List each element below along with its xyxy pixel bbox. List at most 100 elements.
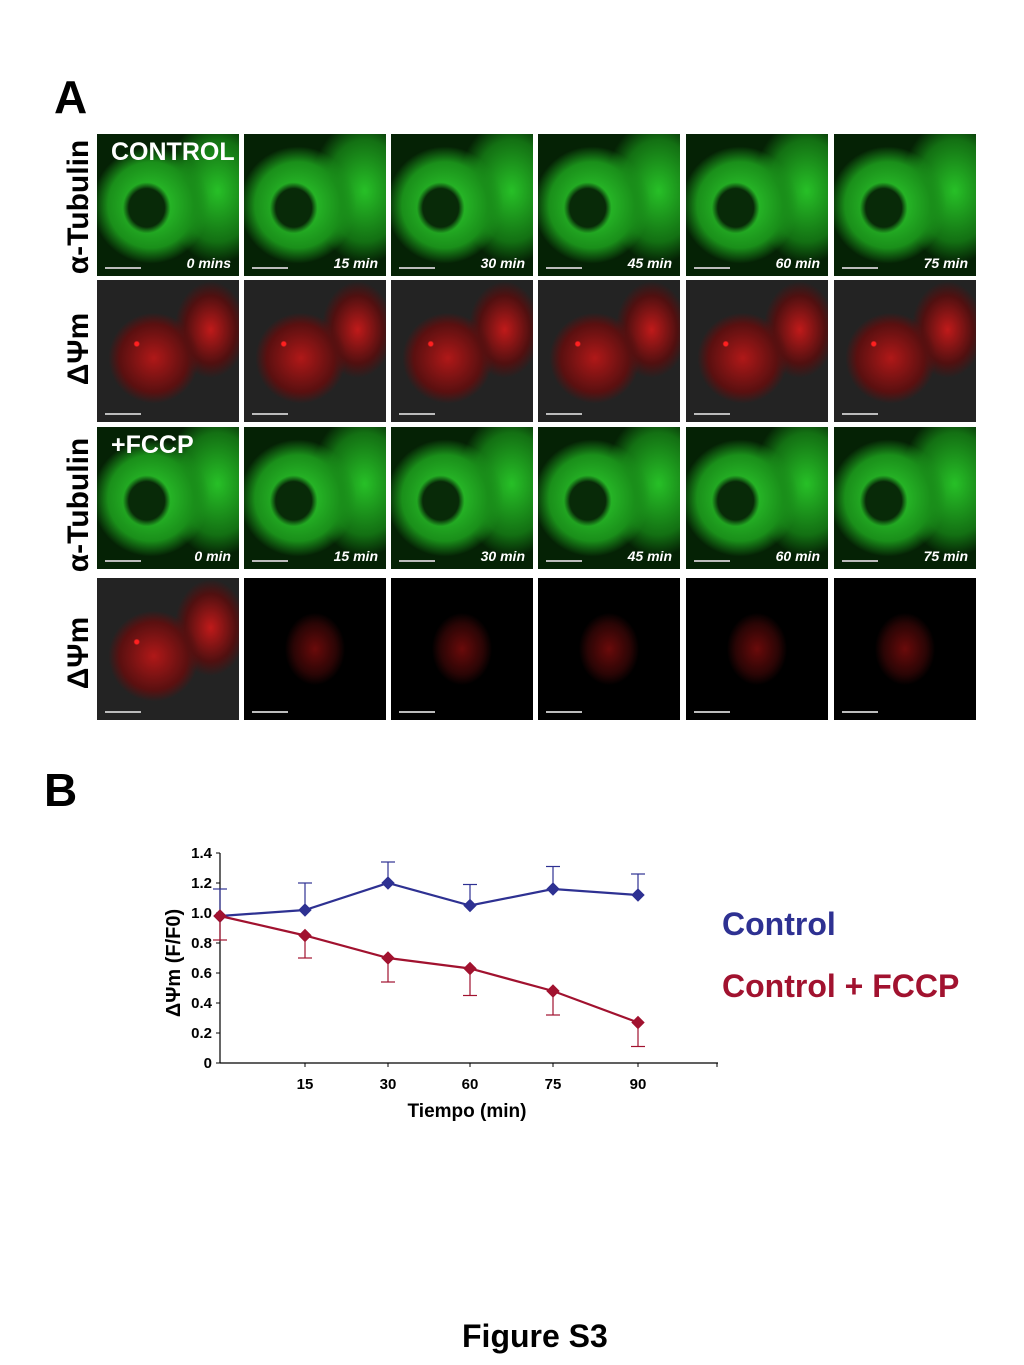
scale-bar — [694, 711, 730, 713]
scale-bar — [105, 711, 141, 713]
data-point — [546, 882, 560, 896]
micrograph-fccp-tubulin-2: 30 min — [391, 427, 533, 569]
row-label-dpsi-control: ΔΨm — [62, 312, 95, 386]
membrane-potential-chart: 0 0.2 0.4 0.6 0.8 1.0 1.2 1.4 15 30 60 75 90 Tiempo (… — [163, 845, 718, 1122]
data-point — [381, 951, 395, 965]
scale-bar — [546, 413, 582, 415]
row-label-tubulin-fccp: α-Tubulin — [62, 437, 95, 573]
panel-a-letter: A — [54, 71, 88, 123]
row-label-tubulin-control: α-Tubulin — [62, 139, 95, 275]
scale-bar — [694, 413, 730, 415]
micrograph-control-dpsi-3 — [538, 280, 680, 422]
panel-b-letter: B — [44, 764, 78, 816]
micrograph-fccp-tubulin-4: 60 min — [686, 427, 828, 569]
scale-bar — [252, 267, 288, 269]
y-tick-label: 0.2 — [191, 1025, 212, 1042]
data-point — [298, 903, 312, 917]
data-point — [213, 909, 227, 923]
scale-bar — [252, 560, 288, 562]
time-label: 0 mins — [186, 255, 231, 271]
micrograph-control-tubulin-3: 45 min — [538, 134, 680, 276]
y-tick-label: 0.8 — [191, 935, 212, 952]
condition-label: +FCCP — [111, 431, 194, 459]
micrograph-control-dpsi-0 — [97, 280, 239, 422]
micrograph-fccp-dpsi-5 — [834, 578, 976, 720]
time-label: 60 min — [775, 255, 820, 271]
row-label-dpsi-fccp: ΔΨm — [62, 616, 95, 690]
micrograph-control-tubulin-4: 60 min — [686, 134, 828, 276]
micrograph-control-dpsi-5 — [834, 280, 976, 422]
micrograph-fccp-tubulin-5: 75 min — [834, 427, 976, 569]
time-label: 45 min — [627, 548, 672, 564]
legend-control: Control — [722, 906, 836, 942]
micrograph-fccp-dpsi-3 — [538, 578, 680, 720]
scale-bar — [842, 413, 878, 415]
data-point — [381, 876, 395, 890]
y-tick-label: 0.4 — [191, 995, 213, 1012]
scale-bar — [842, 267, 878, 269]
time-label: 75 min — [923, 255, 968, 271]
micrograph-fccp-dpsi-0 — [97, 578, 239, 720]
y-tick-label: 1.4 — [191, 845, 213, 862]
micrograph-control-dpsi-2 — [391, 280, 533, 422]
micrograph-control-tubulin-0: 0 mins CONTROL — [97, 134, 239, 276]
condition-label: CONTROL — [111, 138, 235, 166]
micrograph-control-dpsi-4 — [686, 280, 828, 422]
scale-bar — [399, 267, 435, 269]
scale-bar — [105, 267, 141, 269]
scale-bar — [252, 413, 288, 415]
scale-bar — [842, 711, 878, 713]
scale-bar — [399, 711, 435, 713]
scale-bar — [105, 413, 141, 415]
time-label: 75 min — [923, 548, 968, 564]
data-point — [463, 898, 477, 913]
scale-bar — [399, 560, 435, 562]
micrograph-control-tubulin-5: 75 min — [834, 134, 976, 276]
time-label: 45 min — [627, 255, 672, 271]
y-tick-label: 0.6 — [191, 965, 212, 982]
micrograph-fccp-dpsi-2 — [391, 578, 533, 720]
micrograph-fccp-dpsi-4 — [686, 578, 828, 720]
data-point — [631, 888, 645, 902]
data-point — [298, 928, 312, 943]
data-point — [546, 984, 560, 998]
time-label: 30 min — [480, 548, 525, 564]
scale-bar — [694, 560, 730, 562]
x-tick-label: 75 — [545, 1076, 562, 1093]
scale-bar — [252, 711, 288, 713]
figure-title: Figure S3 — [462, 1318, 608, 1354]
y-axis-title: ΔΨm (F/F0) — [163, 909, 185, 1017]
micrograph-fccp-dpsi-1 — [244, 578, 386, 720]
time-label: 15 min — [333, 548, 378, 564]
time-label: 0 min — [194, 548, 231, 564]
scale-bar — [694, 267, 730, 269]
micrograph-control-tubulin-1: 15 min — [244, 134, 386, 276]
scale-bar — [105, 560, 141, 562]
legend-control-fccp: Control + FCCP — [722, 968, 960, 1004]
micrograph-control-tubulin-2: 30 min — [391, 134, 533, 276]
scale-bar — [546, 267, 582, 269]
scale-bar — [842, 560, 878, 562]
x-tick-label: 90 — [630, 1076, 647, 1093]
scale-bar — [546, 560, 582, 562]
x-tick-label: 30 — [380, 1076, 397, 1093]
time-label: 30 min — [480, 255, 525, 271]
x-tick-label: 60 — [462, 1076, 479, 1093]
data-point — [631, 1015, 645, 1030]
x-axis-title: Tiempo (min) — [408, 1101, 527, 1122]
scale-bar — [546, 711, 582, 713]
y-tick-label: 1.0 — [191, 905, 212, 922]
series-line — [219, 914, 639, 1024]
series-line — [219, 881, 639, 918]
time-label: 60 min — [775, 548, 820, 564]
micrograph-fccp-tubulin-1: 15 min — [244, 427, 386, 569]
y-tick-label: 1.2 — [191, 875, 212, 892]
micrograph-control-dpsi-1 — [244, 280, 386, 422]
data-point — [463, 961, 477, 976]
micrograph-fccp-tubulin-0: 0 min +FCCP — [97, 427, 239, 569]
x-tick-label: 15 — [297, 1076, 314, 1093]
time-label: 15 min — [333, 255, 378, 271]
scale-bar — [399, 413, 435, 415]
micrograph-fccp-tubulin-3: 45 min — [538, 427, 680, 569]
y-tick-label: 0 — [204, 1055, 212, 1072]
